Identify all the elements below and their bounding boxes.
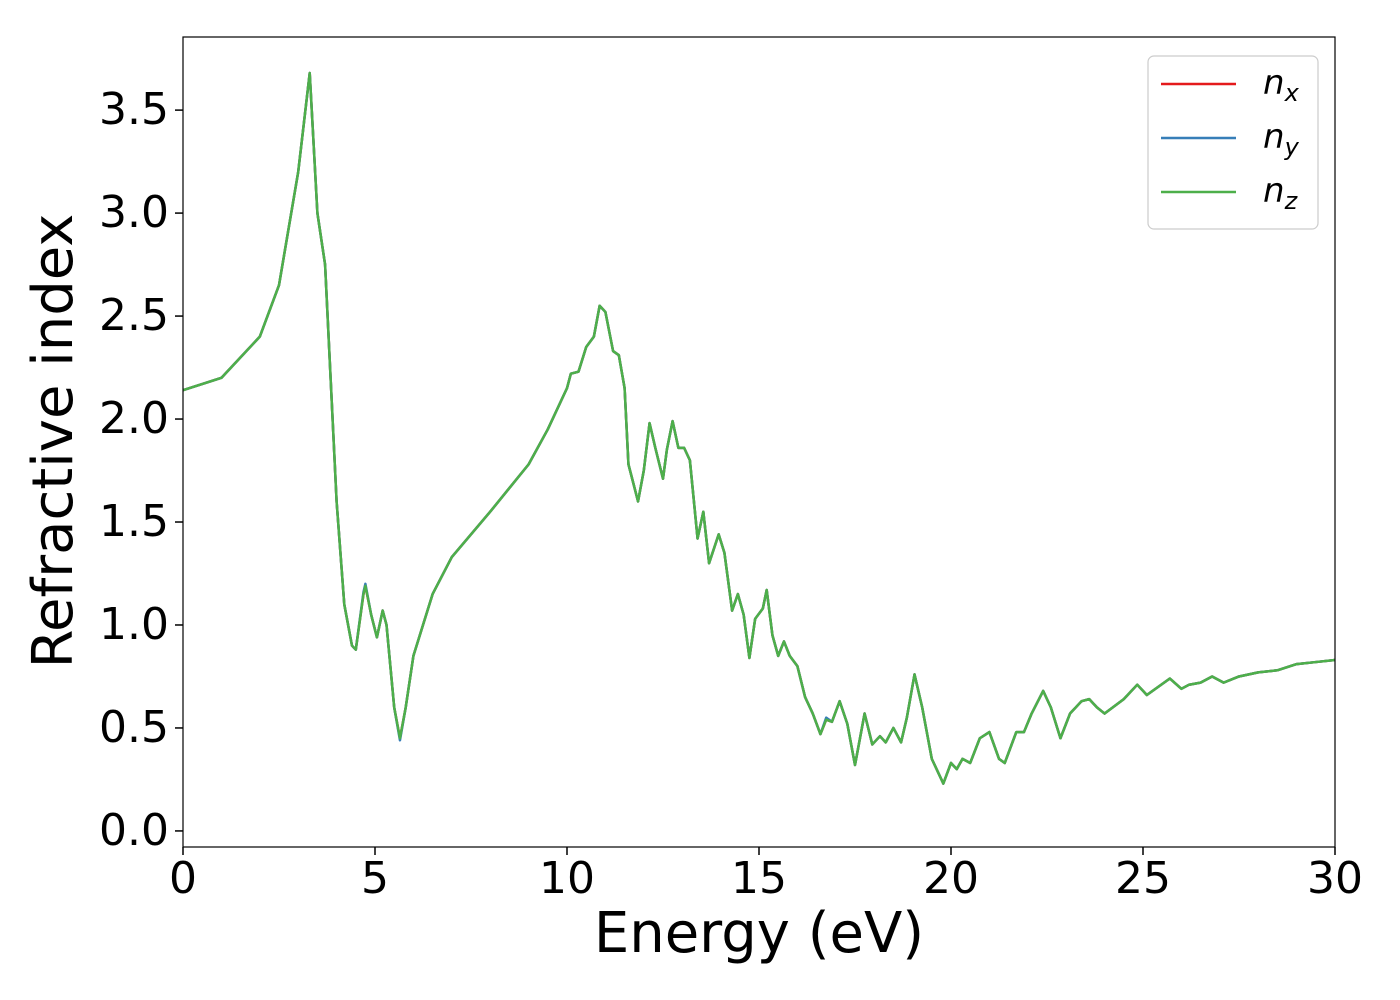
- legend-label: nx: [1263, 63, 1300, 108]
- x-axis-label: Energy (eV): [594, 901, 924, 966]
- x-tick-label: 0: [169, 853, 197, 904]
- legend-label: nz: [1263, 171, 1299, 216]
- plot-frame: [182, 36, 1336, 848]
- x-tick-label: 10: [539, 853, 595, 904]
- series-line: [182, 71, 1336, 785]
- y-tick-label: 1.0: [99, 599, 169, 650]
- y-tick-label: 3.0: [99, 187, 169, 238]
- y-tick-label: 3.5: [99, 84, 169, 135]
- y-tick-label: 2.0: [99, 393, 169, 444]
- y-tick-label: 0.5: [99, 702, 169, 753]
- x-tick-label: 15: [731, 853, 787, 904]
- y-tick-label: 0.0: [99, 805, 169, 856]
- y-tick-label: 2.5: [99, 290, 169, 341]
- x-tick-label: 30: [1307, 853, 1363, 904]
- legend-box: [1147, 55, 1319, 230]
- legend-label: ny: [1263, 117, 1300, 162]
- x-tick-label: 5: [361, 853, 389, 904]
- y-axis-label: Refractive index: [21, 214, 86, 669]
- y-tick-label: 1.5: [99, 496, 169, 547]
- x-tick-label: 25: [1115, 853, 1171, 904]
- x-tick-label: 20: [923, 853, 979, 904]
